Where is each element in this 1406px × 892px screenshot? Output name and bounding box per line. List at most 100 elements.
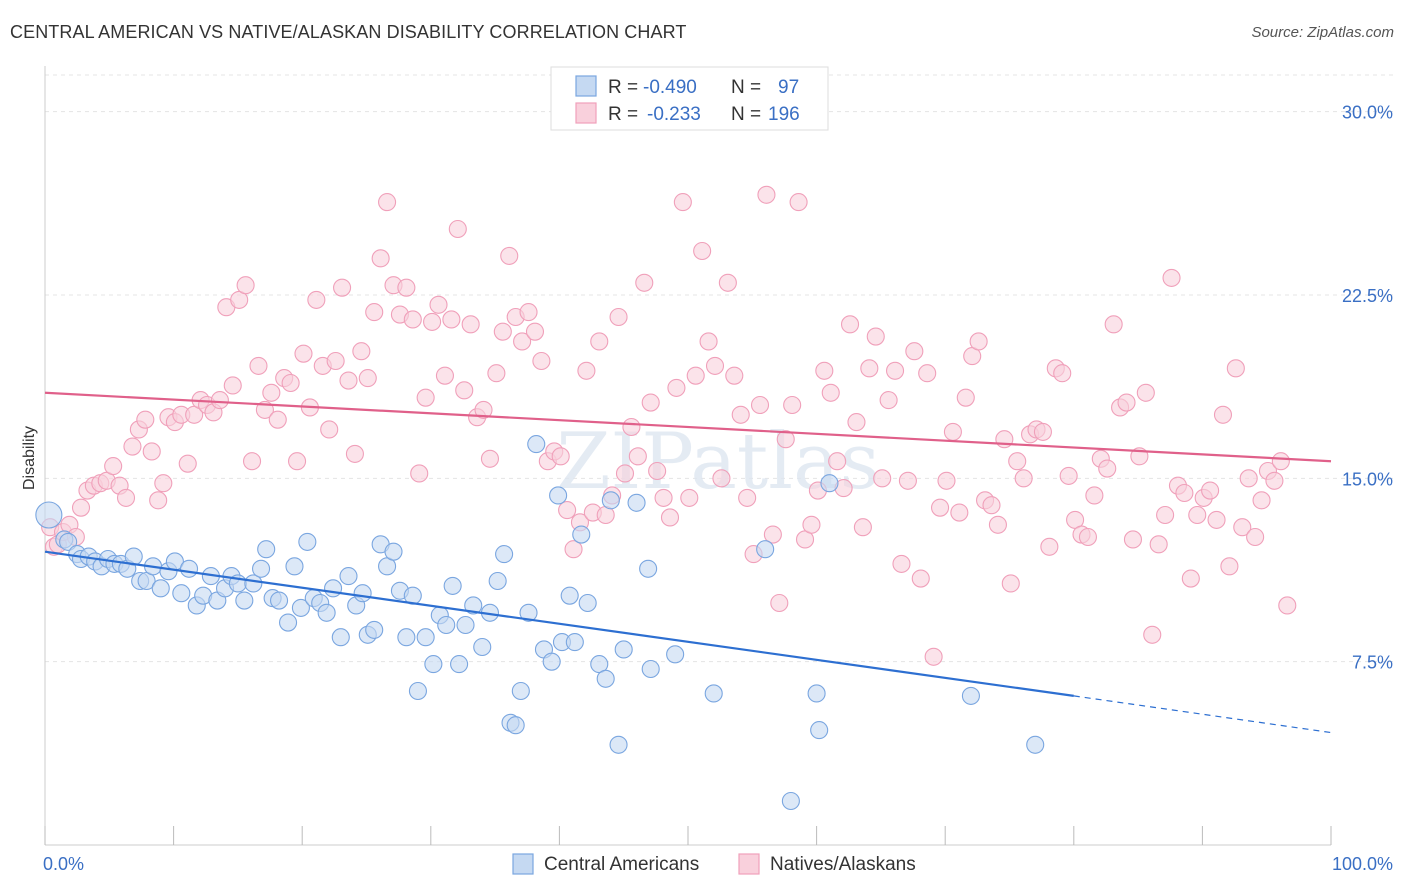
- central-americans-points: [35, 435, 1045, 811]
- natives-alaskans-point-52: [365, 303, 384, 322]
- central-americans-point-93: [810, 721, 829, 740]
- y-tick-label-3: 30.0%: [1342, 103, 1393, 123]
- natives-alaskans-point-97: [654, 488, 673, 507]
- natives-alaskans-point-185: [1220, 557, 1239, 576]
- natives-alaskans-point-118: [789, 193, 808, 212]
- legend-n-value-1: 97: [778, 77, 799, 98]
- central-americans-point-91: [781, 791, 800, 811]
- natives-alaskans-point-65: [448, 219, 467, 239]
- central-americans-point-90: [756, 540, 775, 559]
- central-americans-point-31: [257, 540, 276, 559]
- chart-title: CENTRAL AMERICAN VS NATIVE/ALASKAN DISAB…: [10, 22, 687, 42]
- natives-alaskans-point-107: [718, 273, 737, 292]
- natives-alaskans-point-144: [956, 388, 975, 407]
- natives-alaskans-point-83: [564, 540, 583, 559]
- natives-alaskans-point-37: [268, 410, 287, 429]
- natives-alaskans-point-160: [1059, 466, 1078, 485]
- natives-alaskans-point-23: [178, 454, 197, 473]
- natives-alaskans-point-71: [487, 364, 506, 383]
- central-americans-point-0: [35, 501, 63, 529]
- natives-alaskans-point-132: [879, 391, 898, 410]
- natives-alaskans-point-90: [609, 307, 628, 327]
- natives-alaskans-point-59: [410, 464, 429, 483]
- natives-alaskans-point-17: [142, 442, 161, 461]
- natives-alaskans-point-186: [1226, 359, 1245, 378]
- natives-alaskans-point-96: [648, 461, 667, 481]
- natives-alaskans-point-173: [1143, 625, 1162, 644]
- natives-alaskans-point-18: [149, 491, 168, 510]
- natives-alaskans-point-115: [770, 593, 789, 613]
- natives-alaskans-point-53: [371, 249, 390, 268]
- natives-alaskans-point-62: [429, 295, 448, 314]
- natives-alaskans-point-60: [416, 388, 435, 407]
- x-tick-labels: 0.0% 100.0%: [43, 854, 1393, 874]
- natives-alaskans-point-148: [982, 496, 1001, 515]
- natives-alaskans-point-67: [461, 315, 480, 334]
- natives-alaskans-point-66: [455, 381, 474, 400]
- central-americans-point-82: [601, 491, 620, 510]
- natives-alaskans-point-61: [423, 312, 442, 331]
- natives-alaskans-point-129: [860, 359, 879, 378]
- central-americans-trendline-extension: [1073, 695, 1332, 734]
- x-tick-label-0: 0.0%: [43, 854, 84, 874]
- natives-alaskans-point-136: [905, 342, 924, 361]
- natives-alaskans-point-176: [1162, 268, 1181, 287]
- central-americans-point-35: [285, 557, 304, 576]
- natives-alaskans-point-194: [1278, 596, 1297, 615]
- central-americans-point-87: [641, 659, 660, 679]
- natives-alaskans-point-131: [873, 469, 892, 488]
- natives-alaskans-point-33: [242, 452, 262, 471]
- natives-alaskans-point-41: [294, 344, 313, 363]
- central-americans-point-73: [542, 652, 561, 671]
- natives-alaskans-point-193: [1271, 452, 1290, 471]
- natives-alaskans-point-100: [673, 193, 692, 212]
- natives-alaskans-point-139: [924, 647, 943, 666]
- central-americans-point-86: [639, 559, 658, 578]
- natives-alaskans-point-188: [1239, 469, 1258, 488]
- central-americans-point-52: [397, 628, 416, 647]
- natives-alaskans-point-117: [783, 395, 802, 415]
- central-americans-point-30: [251, 559, 271, 578]
- legend-series-1: Central Americans: [544, 854, 699, 875]
- natives-alaskans-point-120: [802, 515, 821, 534]
- natives-alaskans-point-14: [123, 437, 142, 456]
- central-americans-point-92: [807, 684, 826, 703]
- natives-alaskans-point-30: [223, 376, 242, 395]
- natives-alaskans-point-122: [815, 361, 834, 380]
- central-americans-point-20: [179, 559, 199, 578]
- natives-alaskans-point-34: [249, 356, 268, 375]
- natives-alaskans-point-106: [712, 469, 731, 488]
- natives-alaskans-point-6: [71, 498, 91, 517]
- natives-alaskans-point-69: [474, 400, 493, 419]
- natives-alaskans-point-54: [378, 193, 397, 212]
- central-americans-point-33: [270, 591, 289, 610]
- central-americans-point-59: [443, 576, 462, 595]
- natives-alaskans-point-102: [686, 366, 705, 385]
- natives-alaskans-point-149: [988, 515, 1007, 534]
- central-americans-point-54: [408, 681, 427, 701]
- central-americans-point-37: [298, 532, 317, 551]
- natives-alaskans-point-124: [828, 452, 847, 471]
- natives-alaskans-point-190: [1252, 491, 1271, 510]
- natives-alaskans-point-49: [345, 444, 364, 463]
- natives-alaskans-point-108: [725, 366, 744, 385]
- legend-swatch-blue: [575, 75, 597, 97]
- natives-alaskans-point-142: [943, 422, 962, 441]
- central-americans-point-77: [565, 633, 584, 652]
- natives-alaskans-point-50: [352, 342, 371, 361]
- natives-alaskans-point-163: [1078, 527, 1097, 547]
- central-americans-point-60: [450, 655, 469, 674]
- natives-alaskans-point-46: [326, 351, 345, 371]
- natives-alaskans-point-134: [892, 554, 911, 573]
- legend-r-value-2: -0.233: [647, 104, 701, 125]
- natives-alaskans-point-16: [136, 410, 155, 429]
- y-tick-label-0: 7.5%: [1352, 653, 1393, 673]
- axes: [44, 66, 1332, 846]
- central-americans-point-78: [572, 525, 591, 544]
- natives-alaskans-point-39: [281, 373, 300, 393]
- natives-alaskans-point-113: [757, 185, 776, 204]
- central-americans-point-34: [279, 613, 298, 632]
- natives-alaskans-point-109: [731, 405, 750, 424]
- central-americans-point-94: [820, 474, 839, 493]
